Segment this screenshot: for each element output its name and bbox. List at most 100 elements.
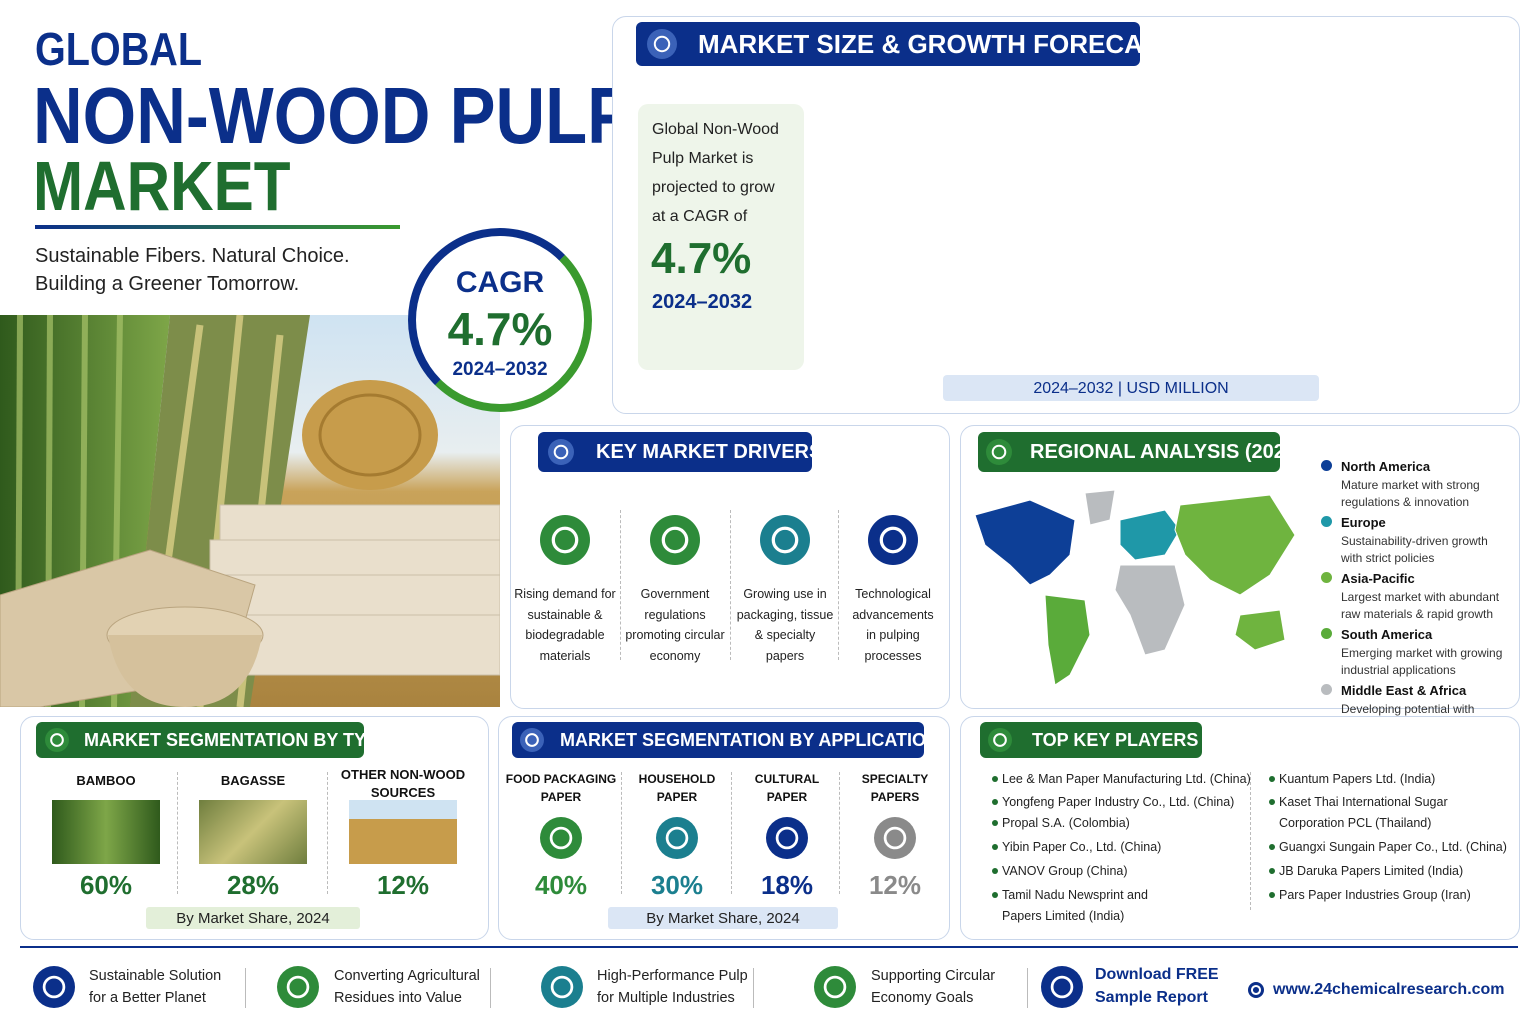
driver-text: Technological	[855, 587, 931, 601]
title-main: NON-WOOD PULP	[33, 71, 634, 160]
bullet	[1269, 799, 1275, 805]
driver-text: materials	[539, 649, 591, 664]
download-link[interactable]: Download FREE	[1095, 966, 1219, 983]
icon	[868, 515, 918, 565]
cagr-badge	[408, 228, 592, 412]
segment-share: 12%	[376, 870, 430, 900]
footer-text: High-Performance Pulp	[597, 968, 748, 984]
icon	[656, 817, 698, 859]
summary-line: at a CAGR of	[652, 208, 748, 225]
segment-share: 40%	[534, 870, 588, 900]
summary-period: 2024–2032	[652, 291, 753, 313]
segment-photo	[349, 800, 457, 864]
world-map	[974, 489, 1296, 686]
x-axis-label: 2024–2032 | USD MILLION	[1033, 380, 1229, 397]
segment-name: SPECIALTY	[861, 772, 929, 786]
driver-text: papers	[765, 649, 805, 664]
title-underline	[35, 225, 400, 229]
download-link[interactable]: Sample Report	[1095, 989, 1208, 1006]
legend-dot	[1321, 460, 1332, 471]
segment-name: CULTURAL	[754, 772, 820, 786]
footer-text: Residues into Value	[334, 990, 462, 1006]
driver-text: & specialty	[754, 628, 816, 643]
heading-text: TOP KEY PLAYERS	[1032, 729, 1199, 750]
summary-cagr: 4.7%	[651, 234, 752, 283]
segment-photo	[52, 800, 160, 864]
bullet	[992, 776, 998, 782]
divider	[1027, 968, 1028, 1008]
legend-dot	[1321, 516, 1332, 527]
icon	[766, 817, 808, 859]
website-link[interactable]: www.24chemicalresearch.com	[1273, 981, 1505, 998]
icon	[33, 966, 75, 1008]
driver-text: Growing use in	[743, 587, 827, 601]
segment-name: HOUSEHOLD	[638, 772, 716, 786]
footer-text: Sustainable Solution	[89, 968, 222, 984]
divider	[245, 968, 246, 1008]
section-heading: TOP KEY PLAYERS	[980, 722, 1202, 758]
segment-name: SOURCES	[370, 785, 436, 800]
divider	[621, 772, 623, 894]
region-name: Europe	[1341, 515, 1386, 530]
map-region	[1174, 494, 1296, 651]
driver-text: regulations	[644, 607, 706, 622]
segment-share: 28%	[226, 870, 280, 900]
driver-text: processes	[864, 649, 922, 664]
segment-name: BAGASSE	[220, 773, 286, 788]
map-region	[1119, 509, 1181, 561]
region-name: South America	[1341, 627, 1433, 642]
bullet	[992, 844, 998, 850]
segment-footer: By Market Share, 2024	[176, 910, 330, 927]
divider	[730, 510, 732, 660]
heading-text: MARKET SIZE & GROWTH FORECAST	[698, 28, 1177, 59]
driver-text: Rising demand for	[514, 587, 616, 601]
bullet	[1269, 776, 1275, 782]
section-heading: MARKET SIZE & GROWTH FORECAST	[636, 22, 1176, 66]
driver-text: in pulping	[866, 628, 920, 643]
legend-dot	[1321, 572, 1332, 583]
icon	[1041, 966, 1083, 1008]
player-name: Kaset Thai International Sugar	[1279, 795, 1448, 809]
icon	[277, 966, 319, 1008]
legend-dot	[1321, 684, 1332, 695]
driver-text: sustainable &	[527, 607, 603, 622]
region-desc: Mature market with strong	[1341, 478, 1480, 492]
section-heading: REGIONAL ANALYSIS (2024)	[978, 432, 1303, 472]
region-name: Asia-Pacific	[1341, 571, 1415, 586]
player-name: Pars Paper Industries Group (Iran)	[1279, 888, 1471, 902]
map-region	[974, 499, 1076, 586]
segment-name: OTHER NON-WOOD	[340, 767, 466, 782]
divider	[731, 772, 733, 894]
player-name: Yibin Paper Co., Ltd. (China)	[1002, 840, 1162, 854]
icon	[988, 728, 1012, 752]
heading-text: MARKET SEGMENTATION BY TYPE	[84, 729, 391, 750]
driver-text: packaging, tissue	[736, 607, 834, 622]
player-name: Kuantum Papers Ltd. (India)	[1279, 772, 1436, 786]
region-desc: Sustainability-driven growth	[1341, 534, 1488, 548]
player-name: Propal S.A. (Colombia)	[1002, 816, 1130, 830]
divider	[620, 510, 622, 660]
heading-text: KEY MARKET DRIVERS	[596, 440, 823, 463]
section-heading: MARKET SEGMENTATION BY TYPE	[36, 722, 390, 758]
product-photos	[0, 315, 500, 707]
icon	[540, 817, 582, 859]
footer-text: Economy Goals	[871, 990, 974, 1006]
icon	[45, 728, 69, 752]
player-name: Lee & Man Paper Manufacturing Ltd. (Chin…	[1002, 772, 1251, 786]
icon	[650, 515, 700, 565]
segment-share: 60%	[79, 870, 133, 900]
segment-name: PAPER	[540, 790, 582, 804]
bullet	[992, 820, 998, 826]
section-heading: MARKET SEGMENTATION BY APPLICATION	[512, 722, 939, 758]
region-name: North America	[1341, 459, 1431, 474]
divider	[327, 772, 329, 894]
icon	[548, 439, 574, 465]
segment-name: PAPER	[766, 790, 808, 804]
bullet	[1269, 892, 1275, 898]
player-name: Tamil Nadu Newsprint and	[1002, 888, 1148, 902]
icon	[986, 439, 1012, 465]
segment-photo	[199, 800, 307, 864]
divider	[838, 510, 840, 660]
title-global: GLOBAL	[35, 23, 203, 75]
